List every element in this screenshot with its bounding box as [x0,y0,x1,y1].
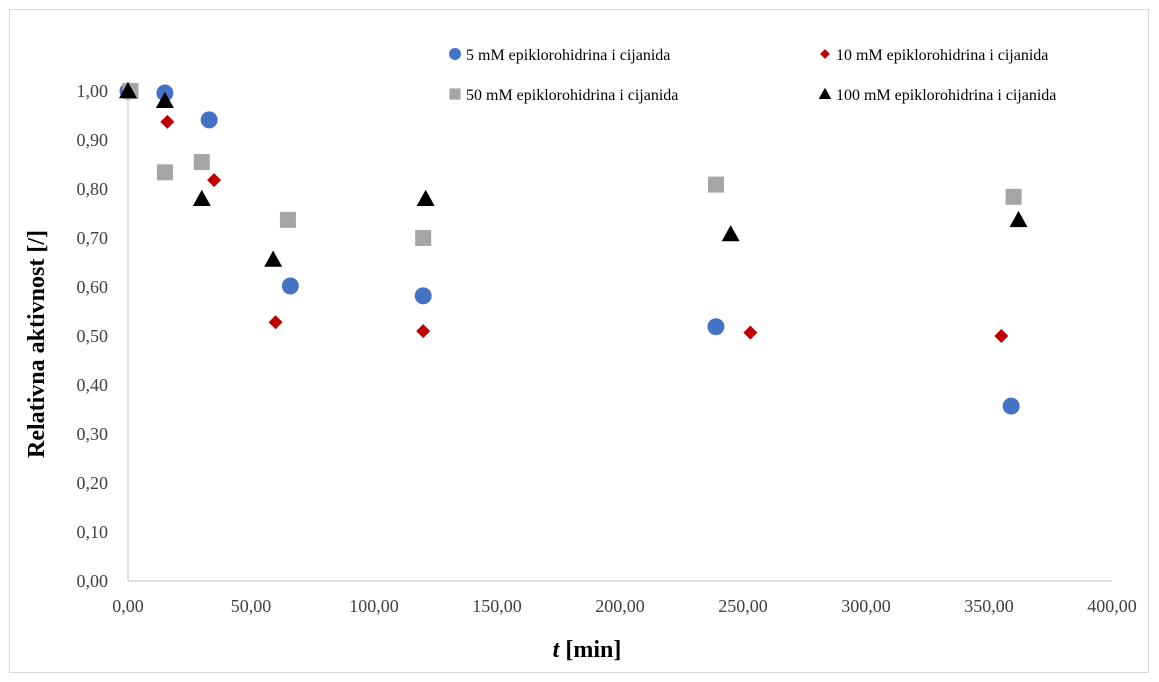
x-tick-label: 300,00 [841,596,891,616]
y-tick-label: 0,90 [77,130,109,150]
y-tick-label: 0,70 [77,228,109,248]
square-point [279,211,296,228]
x-tick-label: 200,00 [595,596,645,616]
x-tick-label: 400,00 [1087,596,1137,616]
x-tick-labels: 0,00 50,00 100,00 150,00 200,00 250,00 300,00 3… [112,596,1137,616]
y-tick-label: 0,00 [77,571,109,591]
square-point [707,176,724,193]
x-tick-label: 0,00 [112,596,144,616]
circle-point [707,318,725,336]
diamond-point [160,114,175,129]
legend-marker [449,88,461,100]
diamond-point [743,325,758,340]
y-tick-label: 0,20 [77,473,109,493]
triangle-point [155,91,174,108]
x-tick-label: 250,00 [718,596,768,616]
diamond-point [268,315,283,330]
legend-label: 100 mM epiklorohidrina i cijanida [836,87,1056,104]
triangle-point [1009,210,1028,228]
square-point [193,154,210,171]
x-axis-unit: [min] [565,637,621,663]
circle-point [1002,397,1020,415]
x-tick-label: 150,00 [472,596,522,616]
y-tick-label: 0,30 [77,424,109,444]
circle-point [281,277,299,295]
circle-point [200,111,218,129]
chart-frame [9,9,1149,673]
triangle-point [192,189,211,206]
triangle-point [119,82,137,99]
legend-marker [818,87,832,100]
y-tick-label: 0,10 [77,522,109,542]
diamond-point [416,324,431,339]
y-tick-labels: 0,00 0,10 0,20 0,30 0,40 0,50 0,60 0,70 0,80 0,90… [77,81,109,591]
x-tick-label: 350,00 [964,596,1014,616]
x-axis-title: t [min] [553,637,622,663]
legend-marker [820,49,830,59]
triangle-point [264,250,283,267]
y-tick-label: 0,80 [77,179,109,199]
x-axis-variable: t [553,637,561,663]
x-tick-label: 100,00 [349,596,399,616]
legend: 5 mM epiklorohidrina i cijanida 10 mM epi… [449,47,1056,104]
triangle-point [416,189,435,206]
square-point [1005,188,1022,205]
y-tick-label: 1,00 [77,81,109,101]
legend-label: 50 mM epiklorohidrina i cijanida [466,87,678,104]
y-tick-label: 0,40 [77,375,109,395]
square-point [415,230,432,246]
x-tick-label: 50,00 [231,596,272,616]
triangle-point [721,225,740,242]
data-points [119,82,1028,415]
y-tick-label: 0,60 [77,277,109,297]
diamond-point [994,329,1009,343]
square-point [156,164,173,181]
legend-label: 10 mM epiklorohidrina i cijanida [836,47,1048,64]
y-tick-label: 0,50 [77,326,109,346]
legend-marker [449,48,461,60]
diamond-point [207,173,222,188]
y-axis-title: Relativna aktivnost [/] [24,230,50,458]
circle-point [414,287,432,305]
legend-label: 5 mM epiklorohidrina i cijanida [466,47,670,64]
